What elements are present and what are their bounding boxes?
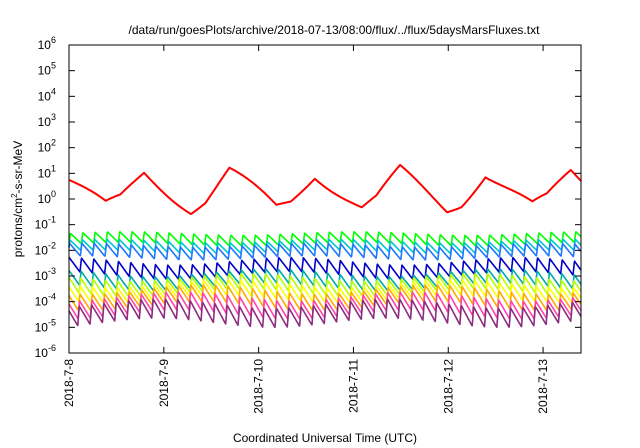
- y-tick-label: 101: [38, 163, 56, 180]
- y-tick-label: 10-2: [35, 240, 56, 257]
- series-line: [68, 164, 582, 215]
- y-tick-label-exponent: -3: [48, 266, 56, 276]
- chart-title: /data/run/goesPlots/archive/2018-07-13/0…: [129, 23, 541, 37]
- series-line: [68, 298, 582, 329]
- y-tick-label: 10-6: [35, 343, 56, 360]
- y-tick-label-exponent: 5: [51, 61, 56, 71]
- y-tick-label: 105: [38, 61, 56, 78]
- y-tick-label: 106: [38, 35, 56, 52]
- y-tick-label-base: 10: [38, 166, 52, 180]
- y-tick-label-exponent: 0: [51, 189, 56, 199]
- y-tick-label: 10-4: [35, 292, 56, 309]
- x-axis-label: Coordinated Universal Time (UTC): [233, 431, 417, 445]
- y-tick-label-base: 10: [35, 320, 49, 334]
- x-tick-label: 2018-7-10: [252, 359, 266, 414]
- y-tick-label-base: 10: [38, 89, 52, 103]
- series-line: [68, 238, 582, 255]
- y-tick-label-exponent: -6: [48, 343, 56, 353]
- y-tick-label-exponent: 4: [51, 86, 56, 96]
- y-axis-label-prefix: protons/cm: [11, 198, 25, 257]
- y-tick-label-exponent: 2: [51, 138, 56, 148]
- x-tick-label: 2018-7-11: [346, 359, 360, 413]
- y-tick-label-exponent: 1: [51, 163, 56, 173]
- series-line: [68, 272, 582, 298]
- y-tick-label: 100: [38, 189, 56, 206]
- y-tick-label-base: 10: [35, 218, 49, 232]
- y-tick-label: 103: [38, 112, 56, 129]
- y-axis-label-superscript: 2: [10, 193, 19, 198]
- x-tick-label: 2018-7-12: [441, 359, 455, 414]
- y-tick-label-exponent: -4: [48, 292, 56, 302]
- y-tick-label-exponent: 6: [51, 35, 56, 45]
- series-layer: [68, 164, 582, 329]
- series-line: [68, 256, 582, 280]
- y-tick-label: 104: [38, 86, 56, 103]
- y-tick-label-exponent: -5: [48, 317, 56, 327]
- y-tick-label-base: 10: [35, 295, 49, 309]
- y-tick-label: 10-3: [35, 266, 56, 283]
- y-tick-label-base: 10: [38, 38, 52, 52]
- series-line: [68, 231, 582, 247]
- x-tick-label: 2018-7-9: [157, 359, 171, 407]
- series-line: [68, 242, 582, 261]
- y-tick-label-exponent: -1: [48, 215, 56, 225]
- y-axis: 10610510410310210110010-110-210-310-410-…: [35, 35, 581, 360]
- y-tick-label-base: 10: [35, 269, 49, 283]
- y-tick-label-exponent: -2: [48, 240, 56, 250]
- y-tick-label: 10-5: [35, 317, 56, 334]
- y-tick-label-base: 10: [35, 346, 49, 360]
- y-tick-label-exponent: 3: [51, 112, 56, 122]
- x-axis: 2018-7-8 2018-7-9 2018-7-10 2018-7-11 2018-7…: [62, 45, 550, 414]
- y-tick-label: 102: [38, 138, 56, 155]
- y-tick-label-base: 10: [38, 141, 52, 155]
- x-tick-label: 2018-7-8: [62, 359, 76, 407]
- y-tick-label-base: 10: [35, 243, 49, 257]
- y-tick-label-base: 10: [38, 192, 52, 206]
- y-tick-label-base: 10: [38, 64, 52, 78]
- x-tick-label: 2018-7-13: [536, 359, 550, 414]
- y-axis-label: protons/cm2-s-sr-MeV: [10, 141, 25, 257]
- y-tick-label-base: 10: [38, 115, 52, 129]
- y-axis-label-suffix: -s-sr-MeV: [11, 141, 25, 194]
- y-tick-label: 10-1: [35, 215, 56, 232]
